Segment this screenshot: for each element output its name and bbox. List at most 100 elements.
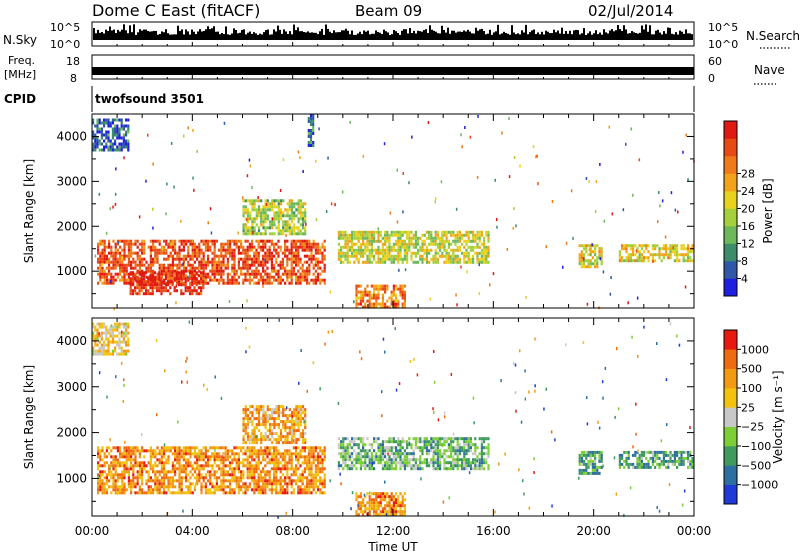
heatmap-cell bbox=[171, 274, 174, 278]
heatmap-cell bbox=[377, 248, 380, 252]
heatmap-cell bbox=[167, 257, 170, 261]
nsky-bar bbox=[535, 34, 537, 40]
heatmap-cell bbox=[255, 423, 258, 427]
heatmap-cell bbox=[309, 123, 313, 126]
heatmap-cell bbox=[119, 266, 122, 270]
heatmap-cell bbox=[253, 257, 256, 261]
heatmap-cell bbox=[235, 479, 238, 483]
heatmap-cell bbox=[373, 248, 376, 252]
heatmap-cell bbox=[414, 467, 417, 471]
heatmap-cell bbox=[632, 247, 635, 251]
heatmap-cell bbox=[105, 473, 108, 477]
heatmap-cell bbox=[226, 251, 229, 255]
heatmap-cell bbox=[401, 290, 404, 294]
heatmap-cell bbox=[97, 452, 100, 456]
heatmap-cell bbox=[673, 244, 676, 248]
heatmap-cell bbox=[377, 239, 380, 243]
heatmap-cell bbox=[218, 257, 221, 261]
heatmap-cell bbox=[467, 443, 470, 447]
heatmap-cell bbox=[406, 233, 409, 237]
heatmap-cell bbox=[118, 148, 121, 152]
heatmap-cell bbox=[187, 461, 190, 465]
heatmap-cell bbox=[281, 485, 284, 489]
heatmap-cell bbox=[184, 286, 187, 290]
heatmap-cell bbox=[244, 429, 247, 433]
heatmap-cell bbox=[295, 438, 298, 442]
heatmap-cell bbox=[193, 260, 196, 264]
heatmap-cell bbox=[447, 242, 450, 246]
heatmap-cell bbox=[180, 239, 183, 243]
heatmap-cell bbox=[622, 208, 625, 212]
heatmap-cell bbox=[292, 251, 295, 255]
heatmap-cell bbox=[149, 286, 152, 290]
heatmap-cell bbox=[277, 408, 280, 412]
heatmap-cell bbox=[362, 443, 365, 447]
heatmap-cell bbox=[487, 239, 490, 243]
heatmap-cell bbox=[244, 272, 247, 276]
heatmap-cell bbox=[207, 260, 210, 264]
heatmap-cell bbox=[183, 134, 185, 138]
heatmap-cell bbox=[249, 199, 252, 203]
heatmap-cell bbox=[107, 130, 110, 134]
heatmap-cell bbox=[417, 464, 420, 468]
heatmap-cell bbox=[286, 449, 289, 453]
heatmap-cell bbox=[421, 461, 424, 465]
heatmap-cell bbox=[246, 266, 249, 270]
heatmap-cell bbox=[591, 256, 594, 260]
heatmap-cell bbox=[186, 289, 189, 293]
heatmap-cell bbox=[211, 263, 214, 267]
heatmap-cell bbox=[103, 242, 106, 246]
heatmap-cell bbox=[268, 461, 271, 465]
heatmap-cell bbox=[408, 233, 411, 237]
heatmap-cell bbox=[304, 226, 307, 230]
heatmap-cell bbox=[249, 164, 252, 168]
heatmap-cell bbox=[428, 464, 431, 468]
heatmap-cell bbox=[196, 464, 199, 468]
heatmap-cell bbox=[455, 293, 457, 297]
nsky-bar bbox=[671, 33, 673, 40]
heatmap-cell bbox=[297, 205, 300, 209]
heatmap-cell bbox=[161, 247, 164, 251]
heatmap-cell bbox=[191, 467, 194, 471]
heatmap-cell bbox=[423, 458, 426, 462]
heatmap-cell bbox=[277, 226, 280, 230]
heatmap-cell bbox=[290, 217, 294, 221]
heatmap-cell bbox=[121, 263, 124, 267]
heatmap-cell bbox=[425, 236, 428, 240]
heatmap-cell bbox=[171, 242, 174, 246]
heatmap-cell bbox=[308, 479, 311, 483]
heatmap-cell bbox=[447, 446, 450, 450]
heatmap-cell bbox=[209, 473, 212, 477]
heatmap-cell bbox=[436, 230, 439, 234]
heatmap-cell bbox=[114, 272, 117, 276]
heatmap-cell bbox=[220, 278, 223, 282]
heatmap-cell bbox=[154, 488, 157, 492]
heatmap-cell bbox=[196, 461, 199, 465]
heatmap-cell bbox=[286, 464, 289, 468]
heatmap-cell bbox=[136, 251, 139, 255]
heatmap-cell bbox=[154, 482, 157, 486]
heatmap-cell bbox=[346, 446, 349, 450]
heatmap-cell bbox=[277, 426, 280, 430]
nsky-bar bbox=[161, 31, 163, 40]
heatmap-cell bbox=[125, 449, 128, 453]
heatmap-cell bbox=[288, 414, 291, 418]
heatmap-cell bbox=[401, 242, 404, 246]
heatmap-cell bbox=[286, 417, 289, 421]
heatmap-cell bbox=[268, 458, 271, 462]
heatmap-cell bbox=[108, 467, 111, 471]
heatmap-cell bbox=[379, 458, 382, 462]
heatmap-cell bbox=[196, 455, 199, 459]
heatmap-cell bbox=[112, 476, 115, 480]
heatmap-cell bbox=[235, 458, 238, 462]
heatmap-cell bbox=[301, 476, 304, 480]
colorbar-tick-label: 24 bbox=[741, 185, 755, 198]
nsky-bar bbox=[435, 31, 437, 40]
heatmap-cell bbox=[377, 236, 380, 240]
heatmap-cell bbox=[180, 464, 183, 468]
heatmap-cell bbox=[395, 239, 398, 243]
heatmap-cell bbox=[275, 455, 278, 459]
heatmap-cell bbox=[191, 452, 194, 456]
heatmap-cell bbox=[323, 455, 326, 459]
heatmap-cell bbox=[295, 482, 298, 486]
